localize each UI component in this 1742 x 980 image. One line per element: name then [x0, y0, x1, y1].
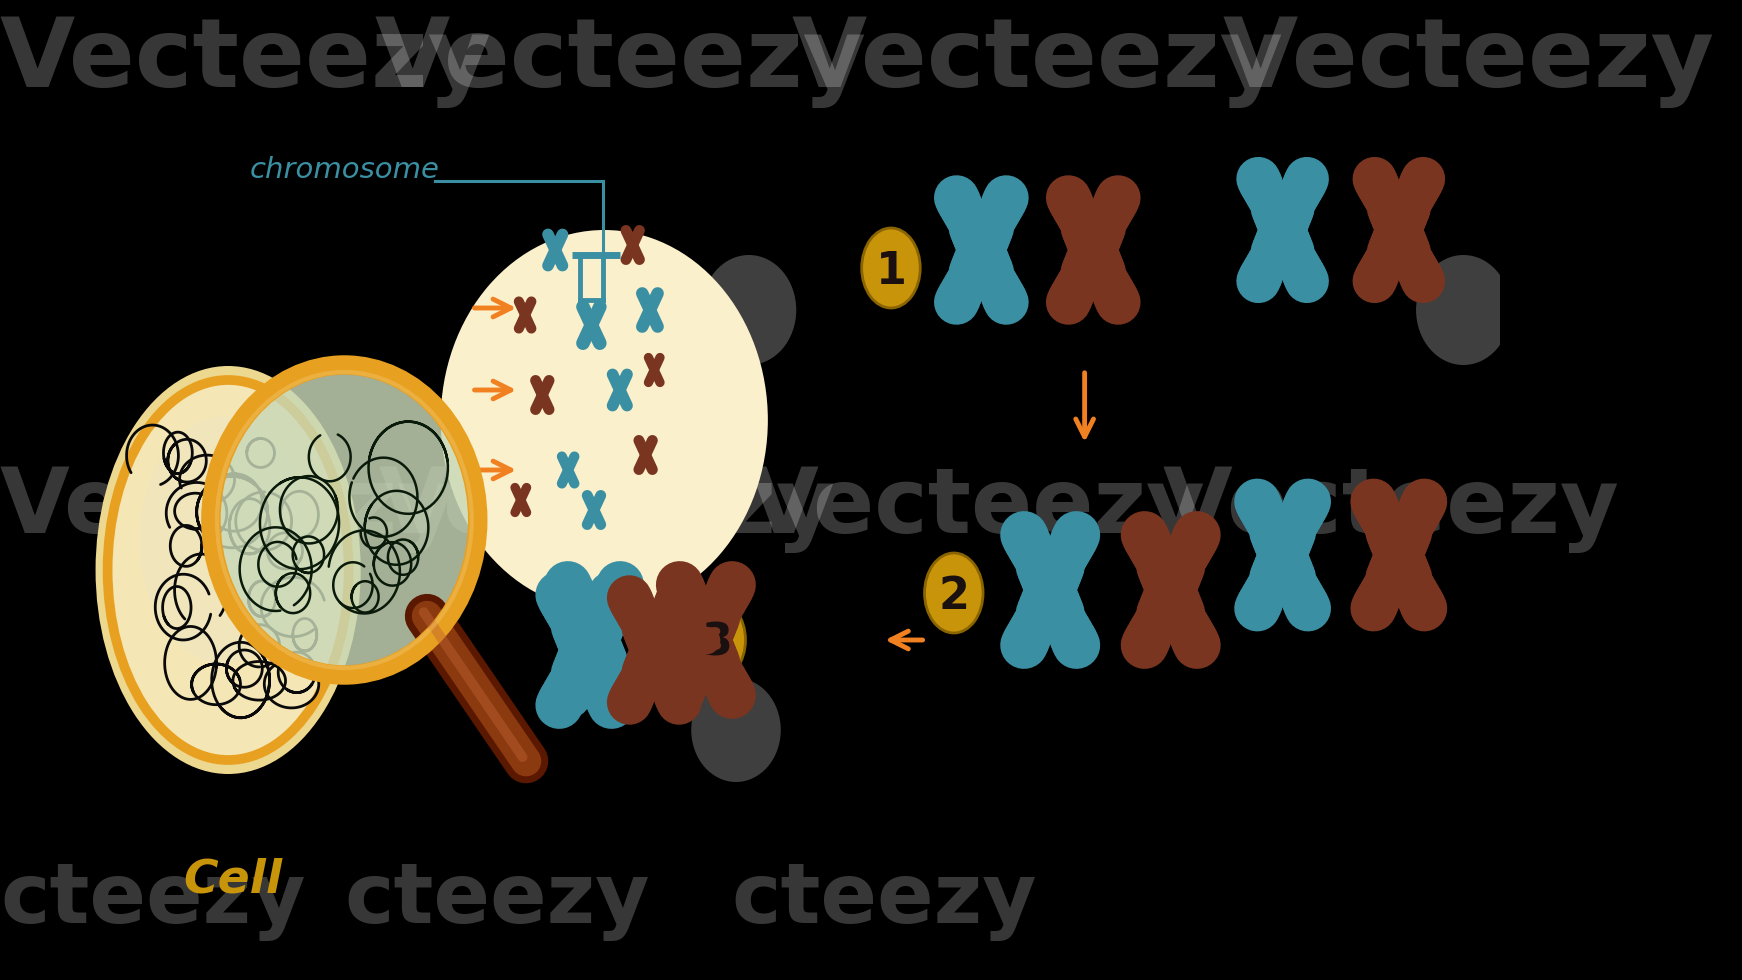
- Ellipse shape: [139, 416, 308, 663]
- Text: 2: 2: [939, 574, 969, 617]
- Ellipse shape: [96, 366, 361, 774]
- Text: Vecteezy: Vecteezy: [1162, 465, 1618, 553]
- Text: Vecteezy: Vecteezy: [375, 15, 866, 108]
- Ellipse shape: [925, 553, 982, 633]
- Text: Vecteezy: Vecteezy: [1223, 15, 1714, 108]
- Text: 3: 3: [700, 621, 732, 664]
- Ellipse shape: [686, 600, 746, 680]
- Text: Vecteezy: Vecteezy: [0, 15, 491, 108]
- Text: Vecteezy: Vecteezy: [793, 15, 1284, 108]
- Circle shape: [692, 678, 780, 782]
- Circle shape: [1416, 255, 1510, 365]
- Circle shape: [702, 255, 796, 365]
- Circle shape: [211, 365, 477, 675]
- Text: Vecteezy: Vecteezy: [0, 465, 456, 553]
- Text: Cell: Cell: [183, 857, 282, 902]
- Text: Vecteezy: Vecteezy: [749, 465, 1205, 553]
- Text: cteezy: cteezy: [732, 860, 1036, 941]
- Circle shape: [441, 230, 768, 610]
- Text: cteezy: cteezy: [0, 860, 305, 941]
- Ellipse shape: [862, 228, 920, 308]
- Text: chromosome: chromosome: [249, 156, 439, 184]
- Text: cteezy: cteezy: [345, 860, 650, 941]
- Text: Vecteezy: Vecteezy: [378, 465, 836, 553]
- Ellipse shape: [108, 380, 348, 760]
- Text: 1: 1: [876, 250, 906, 292]
